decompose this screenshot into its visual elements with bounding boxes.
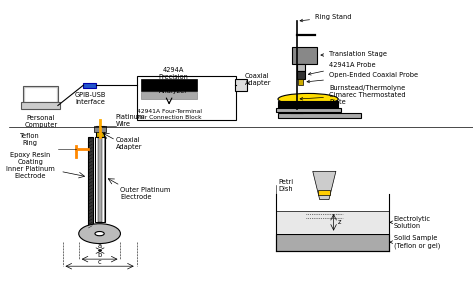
- Bar: [96, 126, 104, 137]
- Ellipse shape: [95, 231, 104, 236]
- Text: a: a: [98, 243, 102, 249]
- Bar: [94, 126, 106, 132]
- Text: b: b: [98, 252, 102, 258]
- Text: Solid Sample
(Teflon or gel): Solid Sample (Teflon or gel): [390, 235, 440, 249]
- Ellipse shape: [79, 224, 120, 244]
- Bar: [236, 79, 247, 91]
- Text: Translation Stage: Translation Stage: [321, 51, 387, 57]
- Text: Personal
Computer: Personal Computer: [24, 115, 57, 128]
- FancyBboxPatch shape: [23, 86, 58, 102]
- Bar: [297, 64, 305, 71]
- Bar: [276, 108, 340, 112]
- Bar: [276, 234, 389, 251]
- Text: Burnstead/Thermolyne
Cimarec Thermostated
Plate: Burnstead/Thermolyne Cimarec Thermostate…: [300, 85, 406, 105]
- Bar: [319, 190, 330, 195]
- Bar: [141, 92, 197, 99]
- Ellipse shape: [278, 94, 338, 105]
- Bar: [297, 71, 305, 79]
- Bar: [96, 137, 104, 222]
- Text: Coaxial
Adapter: Coaxial Adapter: [116, 136, 142, 150]
- Text: Teflon
Ring: Teflon Ring: [20, 133, 40, 146]
- Text: Platinum
Wire: Platinum Wire: [116, 114, 145, 127]
- Bar: [276, 211, 389, 234]
- Bar: [26, 88, 55, 100]
- Text: c: c: [98, 259, 101, 265]
- Bar: [298, 79, 303, 85]
- Text: Petri
Dish: Petri Dish: [278, 179, 293, 192]
- Polygon shape: [313, 171, 336, 200]
- Text: Ring Stand: Ring Stand: [300, 14, 352, 22]
- Text: Outer Platinum
Electrode: Outer Platinum Electrode: [120, 188, 171, 200]
- Text: 4294A
Precision
Impedance
Analyzer: 4294A Precision Impedance Analyzer: [155, 67, 192, 94]
- Bar: [292, 47, 318, 64]
- Text: 42941A Four-Terminal
Pair Connection Block: 42941A Four-Terminal Pair Connection Blo…: [137, 109, 202, 120]
- Text: z: z: [338, 219, 342, 225]
- Bar: [278, 113, 361, 118]
- Text: GPIB-USB
Interface: GPIB-USB Interface: [74, 92, 106, 105]
- Text: Open-Ended Coaxial Probe: Open-Ended Coaxial Probe: [307, 72, 418, 83]
- Bar: [95, 137, 105, 222]
- Text: Electrolytic
Solution: Electrolytic Solution: [390, 216, 431, 229]
- Bar: [290, 102, 303, 113]
- Bar: [98, 137, 102, 222]
- FancyBboxPatch shape: [21, 102, 60, 109]
- Bar: [137, 76, 236, 120]
- Bar: [88, 137, 92, 228]
- Bar: [141, 79, 197, 91]
- Bar: [278, 100, 338, 109]
- Text: 42941A Probe: 42941A Probe: [309, 62, 375, 75]
- Text: Epoxy Resin
Coating
Inner Platinum
Electrode: Epoxy Resin Coating Inner Platinum Elect…: [6, 152, 55, 179]
- Text: Coaxial
Adapter: Coaxial Adapter: [245, 73, 271, 86]
- Bar: [83, 83, 96, 88]
